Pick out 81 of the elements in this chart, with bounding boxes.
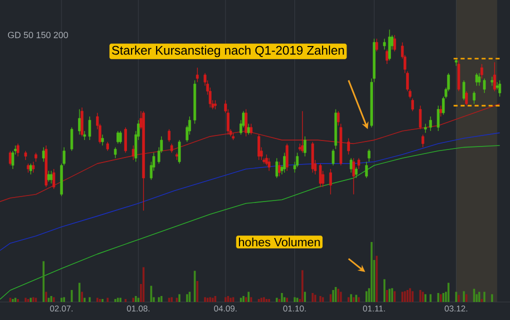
candlestick bbox=[52, 168, 56, 190]
candlestick bbox=[418, 105, 422, 130]
candlestick bbox=[498, 80, 502, 97]
candlestick bbox=[106, 142, 109, 152]
x-tick-label: 01.10. bbox=[283, 306, 306, 312]
candlestick bbox=[436, 105, 440, 132]
candlestick bbox=[8, 150, 12, 166]
candlestick bbox=[462, 80, 466, 101]
candlestick bbox=[480, 64, 484, 79]
candlestick bbox=[388, 29, 391, 61]
candlestick bbox=[114, 146, 117, 158]
candlestick bbox=[347, 138, 350, 155]
candlestick bbox=[475, 72, 478, 86]
candlestick bbox=[50, 170, 53, 184]
candlestick bbox=[283, 152, 286, 173]
annotation: hohes Volumen bbox=[238, 238, 320, 246]
candlestick bbox=[439, 105, 442, 117]
candlestick bbox=[42, 146, 45, 162]
candlestick bbox=[16, 143, 20, 157]
candlestick bbox=[88, 116, 92, 140]
annotation: Starker Kursanstieg nach Q1-2019 Zahlen bbox=[112, 46, 344, 58]
candlestick bbox=[478, 72, 481, 86]
candlestick bbox=[80, 107, 84, 137]
candlestick bbox=[332, 148, 335, 166]
candlestick bbox=[350, 158, 352, 173]
candlestick bbox=[70, 127, 74, 152]
candlestick bbox=[132, 145, 135, 160]
candlestick bbox=[490, 76, 494, 86]
candlestick bbox=[304, 136, 306, 157]
candlestick bbox=[329, 168, 332, 195]
candlestick bbox=[24, 150, 27, 160]
x-tick-label: 04.09. bbox=[214, 306, 237, 312]
candlestick bbox=[357, 158, 360, 170]
candlestick bbox=[429, 116, 432, 132]
candlestick bbox=[101, 134, 104, 146]
candlestick bbox=[483, 78, 486, 94]
candlestick bbox=[393, 34, 396, 52]
candlestick bbox=[275, 158, 278, 178]
x-tick-label: 03.12. bbox=[444, 306, 468, 312]
x-tick-label: 01.11. bbox=[363, 306, 385, 312]
candlestick bbox=[383, 38, 386, 50]
candlestick bbox=[78, 108, 81, 135]
candlestick bbox=[368, 148, 370, 162]
candlestick bbox=[83, 130, 86, 140]
candlestick bbox=[34, 152, 38, 162]
candlestick bbox=[168, 128, 170, 142]
candlestick bbox=[375, 38, 378, 52]
candlestick bbox=[386, 49, 388, 64]
candlestick bbox=[411, 98, 414, 112]
candlestick bbox=[336, 110, 340, 126]
x-tick-label: 01.08. bbox=[126, 306, 150, 312]
candlestick bbox=[29, 163, 32, 175]
candlestick bbox=[286, 143, 288, 172]
x-tick-label: 02.07. bbox=[50, 306, 72, 312]
candlestick bbox=[422, 134, 424, 148]
candlestick bbox=[365, 161, 368, 178]
candlestick bbox=[354, 166, 358, 178]
candlestick bbox=[257, 134, 260, 160]
candlestick bbox=[424, 123, 427, 134]
candlestick bbox=[26, 163, 30, 173]
candlestick bbox=[170, 143, 174, 154]
candlestick bbox=[472, 90, 476, 104]
chart-subtitle: GD 50 150 200 bbox=[8, 32, 68, 38]
candlestick bbox=[278, 161, 281, 177]
candlestick bbox=[196, 67, 199, 82]
candlestick bbox=[119, 130, 122, 144]
candlestick bbox=[214, 100, 217, 110]
candlestick bbox=[124, 127, 127, 154]
candlestick bbox=[250, 123, 253, 135]
candlestick bbox=[178, 140, 181, 164]
candlestick bbox=[47, 170, 50, 182]
candlestick bbox=[319, 163, 322, 188]
candlestick bbox=[465, 90, 468, 106]
candlestick bbox=[268, 158, 270, 172]
candlestick bbox=[116, 130, 120, 144]
candlestick bbox=[352, 158, 356, 195]
candlestick bbox=[301, 110, 304, 154]
candlestick bbox=[244, 108, 248, 137]
candlestick bbox=[493, 62, 496, 92]
candlestick bbox=[32, 161, 35, 173]
candlestick bbox=[247, 123, 250, 135]
